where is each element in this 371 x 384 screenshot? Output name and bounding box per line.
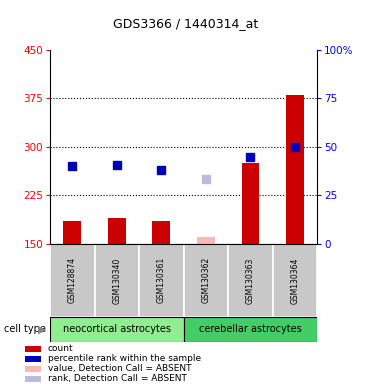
Text: rank, Detection Call = ABSENT: rank, Detection Call = ABSENT: [48, 374, 187, 384]
Text: value, Detection Call = ABSENT: value, Detection Call = ABSENT: [48, 364, 191, 373]
Bar: [25, 376, 41, 382]
Text: GDS3366 / 1440314_at: GDS3366 / 1440314_at: [113, 17, 258, 30]
Bar: [152, 221, 170, 244]
Text: ▶: ▶: [39, 324, 47, 334]
Text: cell type: cell type: [4, 324, 46, 334]
Bar: [95, 244, 139, 317]
Bar: [242, 163, 259, 244]
Text: GSM130364: GSM130364: [290, 257, 299, 303]
Bar: [25, 366, 41, 372]
Text: GSM130363: GSM130363: [246, 257, 255, 303]
Bar: [197, 237, 215, 244]
Bar: [184, 317, 317, 342]
Bar: [25, 346, 41, 351]
Bar: [286, 95, 304, 244]
Bar: [63, 221, 81, 244]
Text: GSM128874: GSM128874: [68, 257, 77, 303]
Bar: [50, 244, 95, 317]
Bar: [108, 218, 126, 244]
Text: GSM130361: GSM130361: [157, 257, 166, 303]
Text: neocortical astrocytes: neocortical astrocytes: [63, 324, 171, 334]
Text: count: count: [48, 344, 73, 353]
Text: GSM130362: GSM130362: [201, 257, 210, 303]
Bar: [25, 356, 41, 362]
Bar: [184, 244, 228, 317]
Text: cerebellar astrocytes: cerebellar astrocytes: [199, 324, 302, 334]
Bar: [228, 244, 273, 317]
Bar: [139, 244, 184, 317]
Bar: [50, 317, 184, 342]
Bar: [273, 244, 317, 317]
Text: GSM130340: GSM130340: [112, 257, 121, 303]
Text: percentile rank within the sample: percentile rank within the sample: [48, 354, 201, 363]
